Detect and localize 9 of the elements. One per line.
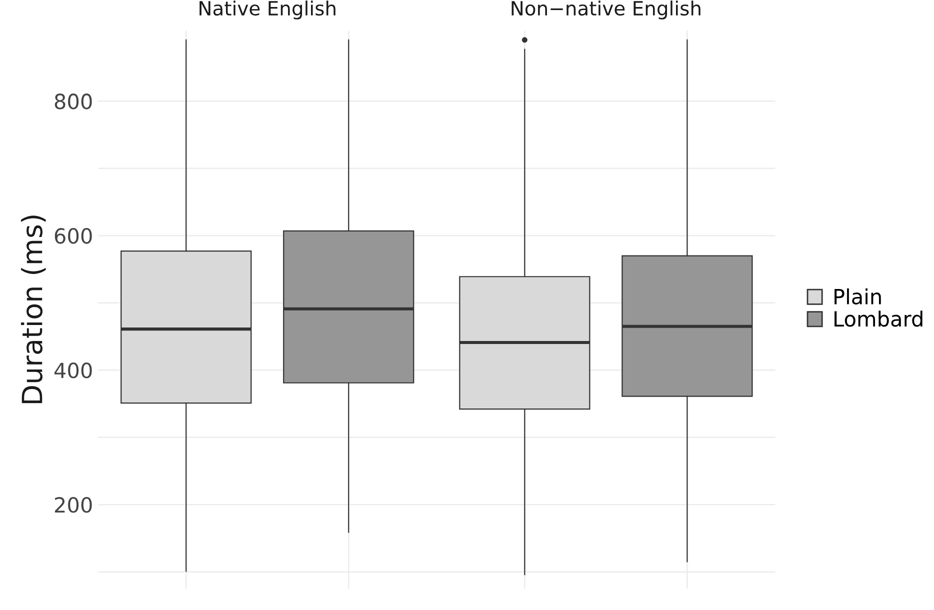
y-tick-label: 600 xyxy=(54,228,92,244)
x-tick-label: Non−native English xyxy=(512,0,700,20)
y-tick-label: 800 xyxy=(54,94,92,110)
x-tick-label: Native English xyxy=(200,0,336,20)
y-tick-label: 400 xyxy=(54,362,92,378)
legend-label: Lombard xyxy=(834,310,922,327)
legend-label: Plain xyxy=(834,288,881,304)
y-tick-label: 200 xyxy=(54,497,92,513)
y-axis-title: Duration (ms) xyxy=(21,216,46,404)
